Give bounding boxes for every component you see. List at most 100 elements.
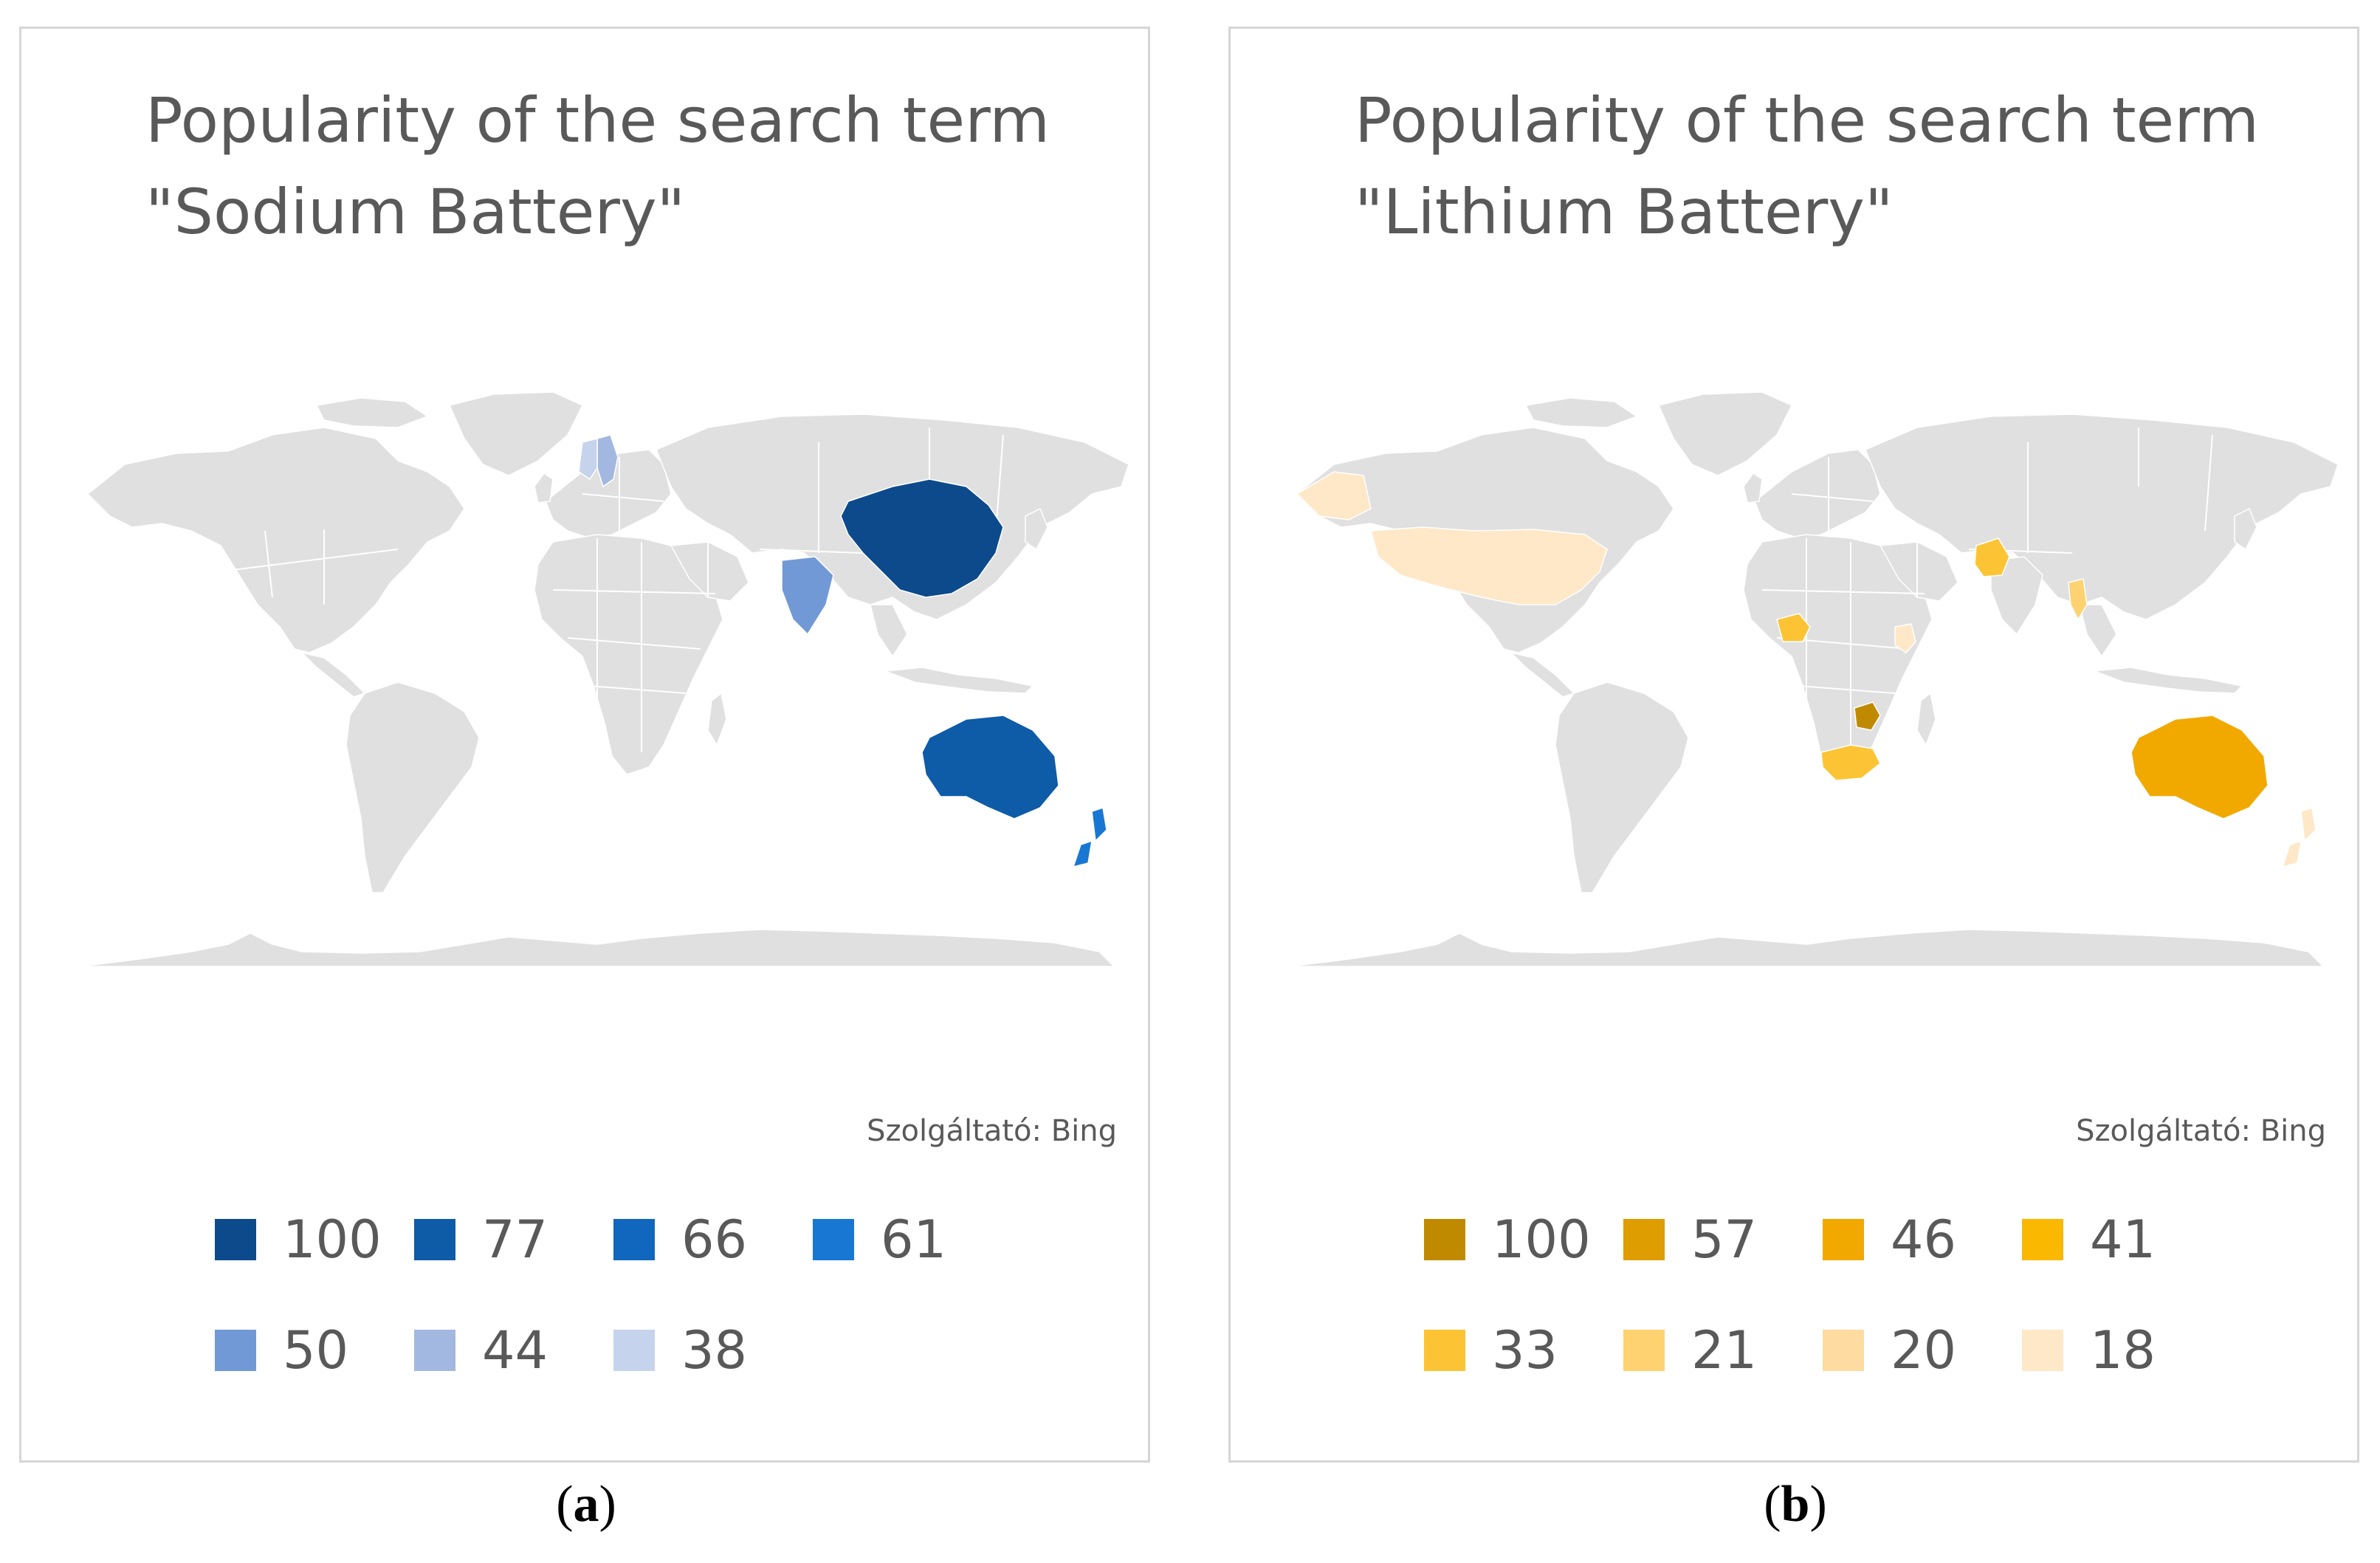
caption-b: (b): [1764, 1476, 1827, 1533]
legend-item: 66: [613, 1210, 747, 1269]
legend-swatch: [1823, 1330, 1864, 1371]
legend-item: 38: [613, 1321, 747, 1380]
region-myanmar[interactable]: [2068, 578, 2088, 621]
legend-swatch: [613, 1330, 655, 1371]
legend-swatch: [1424, 1330, 1465, 1371]
legend-item: 41: [2022, 1210, 2156, 1269]
land-europe: [1754, 449, 1881, 539]
map-legend: 100 57 46 41 33 21 20 18: [1424, 1210, 2295, 1402]
legend-label: 61: [881, 1209, 947, 1270]
caption-a: (a): [556, 1476, 616, 1533]
legend-label: 41: [2090, 1209, 2156, 1270]
legend-item: 50: [215, 1321, 348, 1380]
caption-letter: a: [573, 1476, 599, 1533]
legend-item: 100: [1424, 1210, 1591, 1269]
legend-swatch: [813, 1219, 854, 1260]
region-india[interactable]: [781, 556, 834, 636]
land-canada-islands: [315, 397, 429, 428]
legend-label: 38: [681, 1320, 748, 1381]
legend-swatch: [1623, 1219, 1665, 1260]
region-kenya[interactable]: [1894, 623, 1916, 653]
legend-label: 50: [283, 1320, 349, 1381]
region-new-zealand[interactable]: [1072, 807, 1107, 868]
land-uk: [1743, 472, 1763, 504]
legend-swatch: [613, 1219, 655, 1260]
land-middle-east: [670, 541, 749, 602]
title-line-1: Popularity of the search term: [145, 84, 1050, 157]
legend-item: 44: [414, 1321, 548, 1380]
land-greenland: [1657, 391, 1793, 476]
legend-swatch: [1424, 1219, 1465, 1260]
world-map: [80, 391, 1129, 967]
legend-swatch: [2022, 1330, 2063, 1371]
legend-swatch: [215, 1330, 256, 1371]
land-canada-islands: [1524, 397, 1638, 428]
legend-swatch: [414, 1219, 455, 1260]
legend-item: 33: [1424, 1321, 1558, 1380]
legend-label: 20: [1891, 1320, 1957, 1381]
land-north-america: [86, 427, 465, 653]
region-pakistan[interactable]: [1974, 537, 2010, 577]
region-china[interactable]: [840, 478, 1004, 598]
country-borders: [190, 427, 1004, 767]
land-middle-east: [1879, 541, 1958, 602]
region-south-africa[interactable]: [1820, 744, 1881, 781]
land-antarctica: [1290, 929, 2325, 967]
legend-label: 100: [1492, 1209, 1591, 1270]
land-japan: [1025, 507, 1048, 551]
land-southeast-asia: [2079, 604, 2117, 658]
land-antarctica: [80, 929, 1115, 967]
legend-item: 21: [1623, 1321, 1757, 1380]
region-united-states[interactable]: [1370, 526, 1608, 605]
legend-swatch: [2022, 1219, 2063, 1260]
map-title: Popularity of the search term "Lithium B…: [1355, 75, 2314, 258]
world-map: [1290, 391, 2339, 967]
legend-item: 100: [215, 1210, 382, 1269]
land-madagascar: [707, 692, 727, 746]
land-south-america: [345, 681, 480, 893]
region-zimbabwe[interactable]: [1854, 701, 1881, 731]
land-uk: [534, 472, 554, 504]
region-new-zealand[interactable]: [2281, 807, 2317, 868]
land-southeast-asia: [870, 604, 908, 658]
land-asia: [1865, 413, 2339, 620]
land-india: [1990, 556, 2043, 636]
map-legend: 100 77 66 61 50 44 38: [215, 1210, 1086, 1402]
land-indonesia: [884, 667, 1034, 694]
legend-label: 46: [1891, 1209, 1957, 1270]
legend-item: 20: [1823, 1321, 1956, 1380]
land-central-america: [300, 651, 366, 698]
legend-item: 57: [1623, 1210, 1757, 1269]
region-norway[interactable]: [578, 438, 598, 481]
region-nigeria[interactable]: [1776, 613, 1811, 642]
legend-label: 21: [1691, 1320, 1758, 1381]
map-panel-lithium: Popularity of the search term "Lithium B…: [1228, 27, 2359, 1463]
region-australia[interactable]: [921, 715, 1059, 820]
land-greenland: [448, 391, 584, 476]
legend-item: 46: [1823, 1210, 1956, 1269]
legend-swatch: [215, 1219, 256, 1260]
title-line-2: "Sodium Battery": [145, 176, 686, 248]
legend-label: 18: [2090, 1320, 2156, 1381]
legend-swatch: [1823, 1219, 1864, 1260]
title-line-2: "Lithium Battery": [1355, 176, 1894, 248]
legend-label: 44: [482, 1320, 548, 1381]
legend-item: 18: [2022, 1321, 2156, 1380]
land-indonesia: [2094, 667, 2243, 694]
legend-swatch: [1623, 1330, 1665, 1371]
map-panel-sodium: Popularity of the search term "Sodium Ba…: [19, 27, 1150, 1463]
title-line-1: Popularity of the search term: [1355, 84, 2260, 157]
legend-label: 77: [482, 1209, 548, 1270]
map-credit: Szolgáltató: Bing: [2076, 1114, 2326, 1148]
legend-item: 61: [813, 1210, 946, 1269]
region-alaska[interactable]: [1296, 471, 1372, 521]
land-central-america: [1509, 651, 1575, 698]
land-madagascar: [1916, 692, 1936, 746]
legend-label: 66: [681, 1209, 748, 1270]
map-title: Popularity of the search term "Sodium Ba…: [145, 75, 1105, 258]
legend-swatch: [414, 1330, 455, 1371]
region-australia[interactable]: [2130, 715, 2269, 820]
land-south-america: [1555, 681, 1689, 893]
legend-label: 57: [1691, 1209, 1758, 1270]
map-credit: Szolgáltató: Bing: [867, 1114, 1117, 1148]
